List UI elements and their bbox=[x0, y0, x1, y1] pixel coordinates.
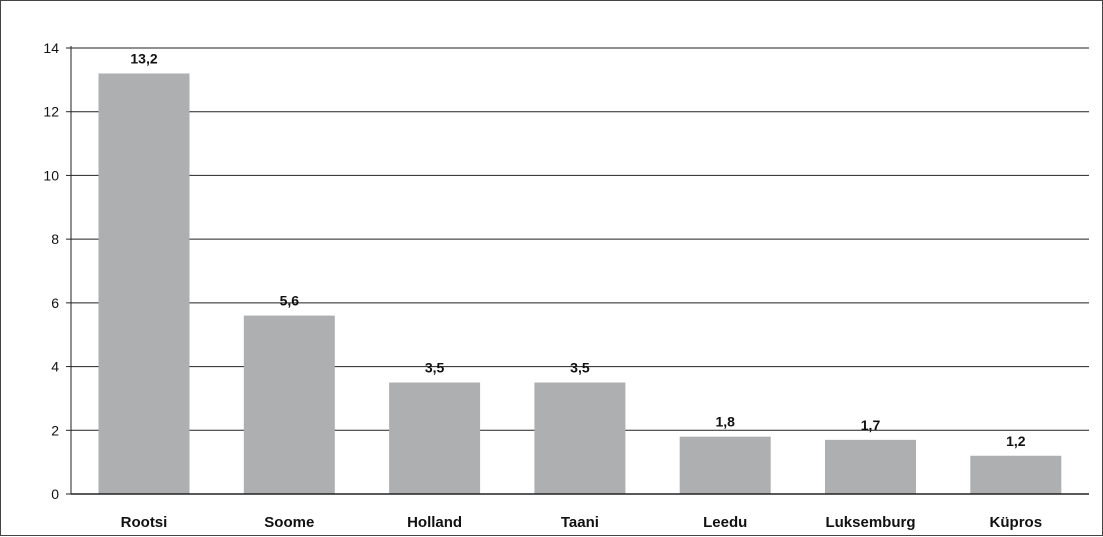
data-label: 13,2 bbox=[130, 50, 157, 66]
bars bbox=[98, 73, 1062, 494]
y-tick-label: 14 bbox=[43, 40, 59, 56]
data-label: 3,5 bbox=[425, 360, 445, 376]
category-label: Holland bbox=[407, 514, 462, 531]
bar bbox=[679, 436, 771, 494]
data-label: 5,6 bbox=[280, 293, 300, 309]
bar bbox=[970, 455, 1062, 494]
y-axis-tick-labels: 0 2 4 6 8 10 12 14 bbox=[43, 40, 59, 502]
bar bbox=[825, 439, 916, 494]
y-tick-label: 0 bbox=[51, 486, 59, 502]
bar bbox=[389, 382, 481, 494]
bar bbox=[534, 382, 626, 494]
data-label: 1,8 bbox=[715, 414, 735, 430]
bar bbox=[98, 73, 190, 494]
category-label: Küpros bbox=[990, 514, 1043, 531]
grid-lines bbox=[71, 47, 1089, 431]
y-tick-label: 2 bbox=[51, 422, 59, 438]
y-tick-label: 8 bbox=[51, 231, 59, 247]
y-tick-label: 12 bbox=[43, 104, 59, 120]
category-label: Luksemburg bbox=[825, 514, 915, 531]
category-label: Rootsi bbox=[121, 514, 168, 531]
y-tick-label: 10 bbox=[43, 167, 59, 183]
data-label: 1,2 bbox=[1006, 433, 1026, 449]
axes bbox=[66, 46, 1089, 495]
y-tick-label: 6 bbox=[51, 295, 59, 311]
bar bbox=[243, 315, 335, 494]
category-label: Leedu bbox=[703, 514, 747, 531]
data-label: 1,7 bbox=[861, 417, 881, 433]
data-labels: 13,2 5,6 3,5 3,5 1,8 1,7 1,2 bbox=[130, 50, 1025, 448]
data-label: 3,5 bbox=[570, 360, 590, 376]
category-label: Taani bbox=[561, 514, 599, 531]
category-label: Soome bbox=[264, 514, 314, 531]
x-axis-category-labels: Rootsi Soome Holland Taani Leedu Luksemburg Kü… bbox=[121, 514, 1042, 531]
y-tick-label: 4 bbox=[51, 359, 59, 375]
